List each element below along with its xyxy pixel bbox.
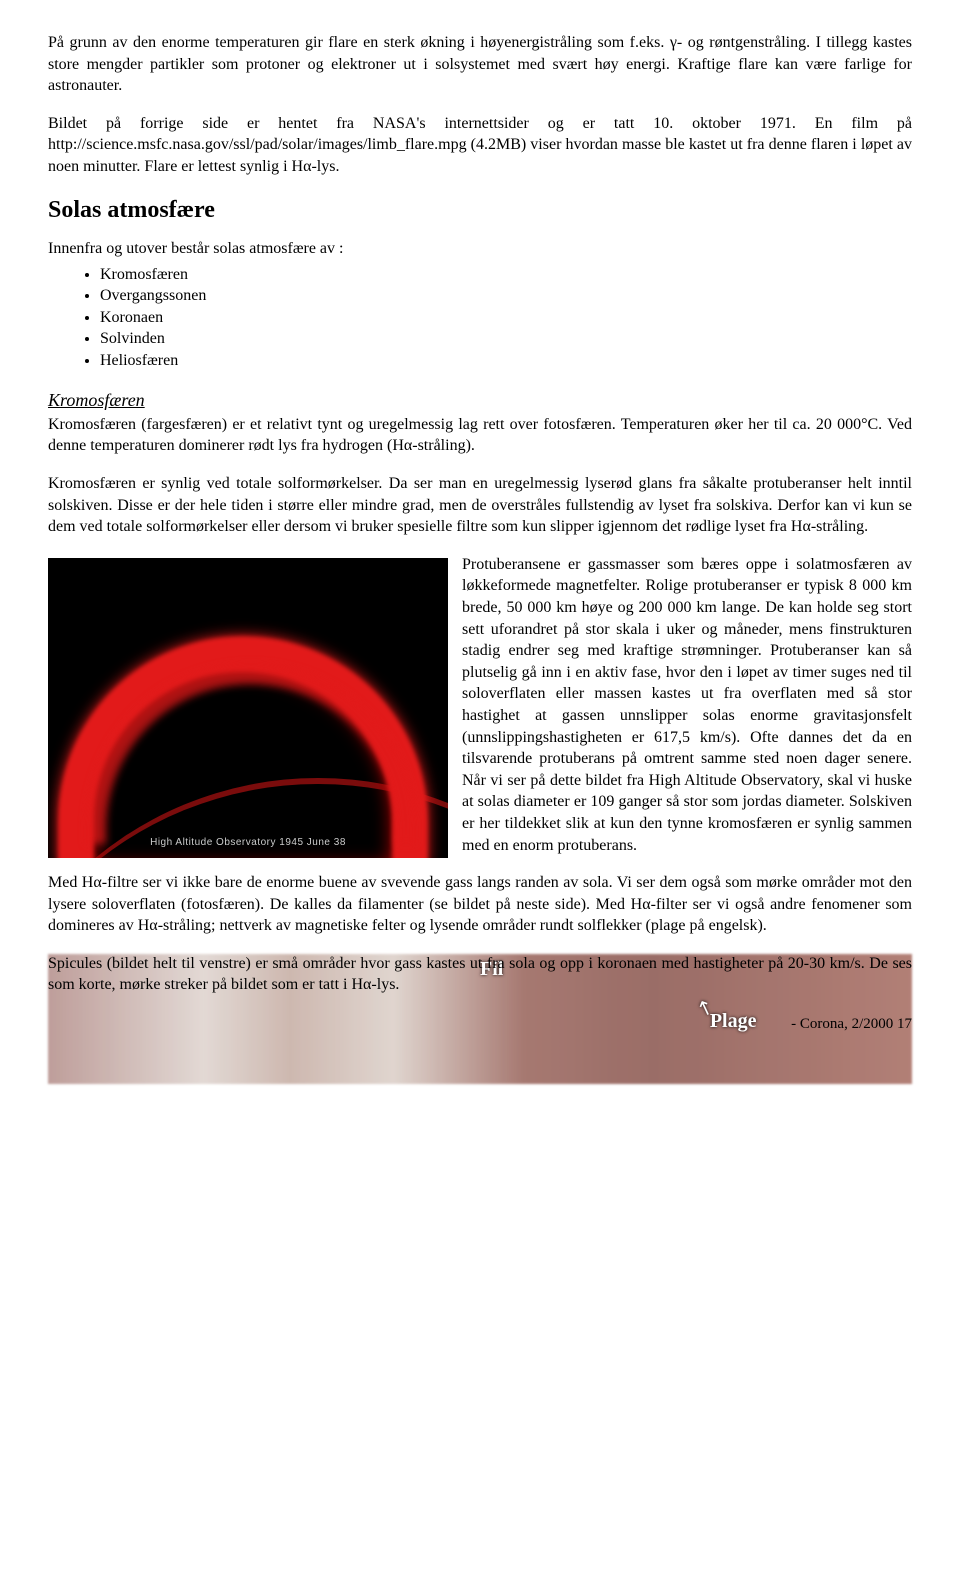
list-item: Kromosfæren (100, 264, 912, 286)
list-item: Heliosfæren (100, 350, 912, 372)
intro-atmos-layers: Innenfra og utover består solas atmosfær… (48, 238, 912, 260)
heading-kromosfaeren: Kromosfæren (48, 388, 912, 412)
heading-solas-atmosfaere: Solas atmosfære (48, 194, 912, 226)
paragraph-kromo-intro: Kromosfæren (fargesfæren) er et relativt… (48, 414, 912, 457)
paragraph-spicules: Spicules (bildet helt til venstre) er sm… (48, 953, 912, 996)
list-item: Koronaen (100, 307, 912, 329)
page-footer: - Corona, 2/2000 17 (48, 1014, 912, 1034)
paragraph-nasa-image: Bildet på forrige side er hentet fra NAS… (48, 113, 912, 178)
list-item: Solvinden (100, 328, 912, 350)
paragraph-flare-energy: På grunn av den enorme temperaturen gir … (48, 32, 912, 97)
list-item: Overgangssonen (100, 285, 912, 307)
atmos-layer-list: Kromosfæren Overgangssonen Koronaen Solv… (100, 264, 912, 372)
paragraph-kromo-eclipse: Kromosfæren er synlig ved totale solform… (48, 473, 912, 538)
prominence-image: High Altitude Observatory 1945 June 38 (48, 558, 448, 858)
paragraph-halpha-filter: Med Hα-filtre ser vi ikke bare de enorme… (48, 872, 912, 937)
image-caption: High Altitude Observatory 1945 June 38 (48, 836, 448, 850)
